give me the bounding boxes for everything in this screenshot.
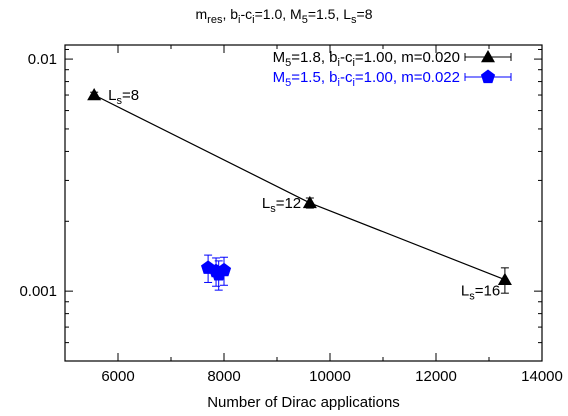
data-series xyxy=(87,88,512,294)
legend-marker xyxy=(481,50,495,63)
plot-area xyxy=(64,44,543,362)
legend-entry-label: M5=1.5, bi-ci=1.00, m=0.022 xyxy=(273,69,460,89)
series-line xyxy=(93,94,506,281)
point-label: Ls=12 xyxy=(262,195,301,215)
data-point xyxy=(302,195,317,209)
axis-ticks: 6000 8000 10000 12000 14000 0.01 0.001 xyxy=(19,45,563,385)
data-point xyxy=(87,88,102,101)
data-point xyxy=(497,272,512,285)
data-point xyxy=(216,262,232,277)
point-label: Ls=8 xyxy=(108,87,139,107)
chart-title: mres, bi-ci=1.0, M5=1.5, Ls=8 xyxy=(196,6,373,26)
x-tick-label: 6000 xyxy=(101,368,134,385)
point-label: Ls=16 xyxy=(461,283,500,303)
point-annotations: Ls=8 Ls=12 Ls=16 xyxy=(108,87,500,303)
x-axis-label: Number of Dirac applications xyxy=(207,394,400,411)
legend-entry-label: M5=1.8, bi-ci=1.00, m=0.020 xyxy=(273,49,460,69)
x-tick-label: 10000 xyxy=(309,368,351,385)
y-tick-label: 0.01 xyxy=(28,51,57,68)
legend-marker xyxy=(480,69,496,84)
x-tick-label: 14000 xyxy=(521,368,563,385)
series-1 xyxy=(87,88,512,294)
series-2 xyxy=(201,254,232,291)
x-tick-label: 8000 xyxy=(207,368,240,385)
y-tick-label: 0.001 xyxy=(19,283,57,300)
chart-title-text: mres, bi-ci=1.0, M5=1.5, Ls=8 xyxy=(196,6,373,26)
x-tick-label: 12000 xyxy=(415,368,457,385)
